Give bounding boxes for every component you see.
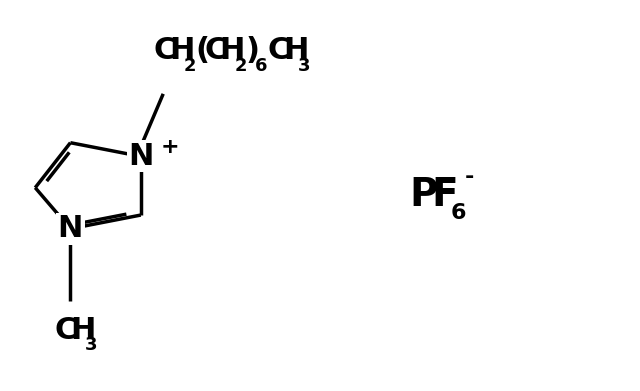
Text: H: H xyxy=(169,36,195,65)
Text: 2: 2 xyxy=(184,57,196,75)
Text: +: + xyxy=(161,136,180,157)
Text: 6: 6 xyxy=(255,57,268,75)
Text: N: N xyxy=(128,142,154,171)
Text: -: - xyxy=(465,167,474,187)
Text: H: H xyxy=(70,316,95,345)
Text: H: H xyxy=(283,36,308,65)
Text: 2: 2 xyxy=(234,57,247,75)
Text: N: N xyxy=(58,214,83,243)
Text: 3: 3 xyxy=(84,336,97,354)
Text: C: C xyxy=(268,36,290,65)
Text: P: P xyxy=(410,176,438,215)
Text: H: H xyxy=(220,36,245,65)
Text: C: C xyxy=(54,316,77,345)
Text: 6: 6 xyxy=(451,203,466,223)
Text: C: C xyxy=(204,36,227,65)
Text: (: ( xyxy=(195,36,209,65)
Text: ): ) xyxy=(246,36,260,65)
Text: C: C xyxy=(154,36,176,65)
Text: 3: 3 xyxy=(298,57,310,75)
Text: F: F xyxy=(431,176,458,215)
